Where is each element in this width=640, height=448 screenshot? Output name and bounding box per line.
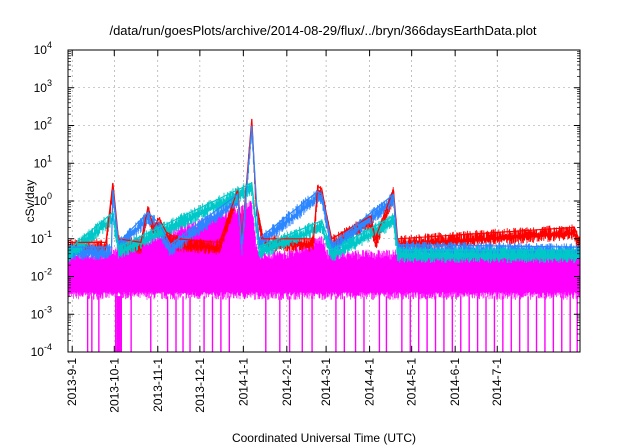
x-tick-label: 2013-9-1 [65,358,79,406]
y-tick-label: 10-4 [31,342,52,359]
series-line-1 [68,125,580,248]
x-tick-label: 2014-7-1 [490,358,504,406]
axes: 10-4 10-3 10-2 10-1 100 101 102 103 104 2013-9-1 2… [31,40,580,413]
x-tick-label: 2014-3-1 [319,358,333,406]
chart-title: /data/run/goesPlots/archive/2014-08-29/f… [109,23,536,38]
x-tick-label: 2014-1-1 [236,358,250,406]
y-tick-label: 10-2 [31,267,52,284]
data-area [68,118,580,352]
y-tick-label: 101 [34,153,52,170]
y-tick-label: 102 [34,116,52,133]
y-tick-label: 104 [34,40,52,57]
series-line-0 [68,118,580,244]
x-tick-label: 2014-5-1 [405,358,419,406]
series-magenta-band [68,200,580,300]
y-tick-label: 10-3 [31,304,52,321]
series-line-2 [68,182,580,251]
x-axis-label: Coordinated Universal Time (UTC) [232,431,416,445]
x-tick-label: 2013-10-1 [107,358,121,413]
x-tick-label: 2014-2-1 [280,358,294,406]
y-tick-label: 10-1 [31,229,52,246]
x-tick-label: 2014-4-1 [363,358,377,406]
y-tick-label: 100 [34,191,52,208]
y-tick-label: 103 [34,78,52,95]
x-tick-label: 2013-11-1 [151,358,165,412]
x-tick-label: 2013-12-1 [193,358,207,413]
y-axis-label: cSv/day [23,180,37,223]
x-tick-label: 2014-6-1 [448,358,462,406]
dropout-block [117,296,122,352]
